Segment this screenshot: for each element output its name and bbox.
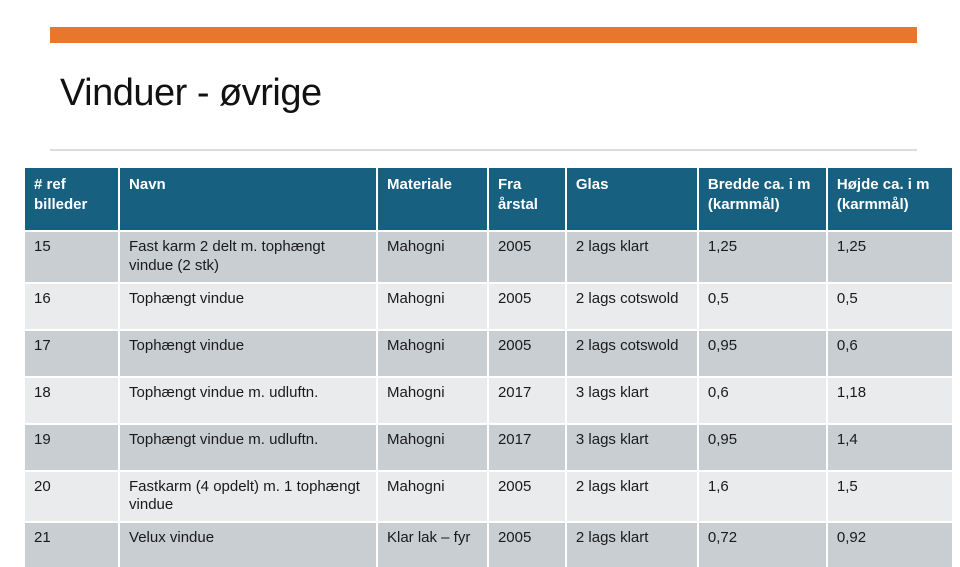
table-cell: Mahogni — [377, 424, 489, 472]
table-cell: 1,25 — [827, 232, 952, 284]
table-cell: 20 — [25, 471, 121, 523]
table-header-row: # ref billeder Navn Materiale Fra årstal Gla… — [25, 168, 952, 232]
table-cell: Mahogni — [377, 330, 489, 378]
table-cell: 0,92 — [827, 523, 952, 567]
table-cell: 2 lags cotswold — [566, 330, 699, 378]
column-header: Højde ca. i m (karmmål) — [827, 168, 952, 232]
column-header: Navn — [120, 168, 378, 232]
accent-bar — [50, 27, 917, 43]
table-row: 18 Tophængt vindue m. udluftn. Mahogni 2017… — [25, 377, 952, 425]
table-cell: Mahogni — [377, 377, 489, 425]
table-cell: Mahogni — [377, 232, 489, 284]
table-cell: 0,6 — [827, 330, 952, 378]
table-cell: 2005 — [488, 283, 567, 331]
table-cell: 2 lags klart — [566, 232, 699, 284]
column-header: Glas — [566, 168, 699, 232]
table-cell: 0,95 — [698, 330, 828, 378]
table-row: 17 Tophængt vindue Mahogni 2005 2 lags cotsw… — [25, 330, 952, 378]
slide-title: Vinduer - øvrige — [60, 72, 322, 114]
table-cell: Tophængt vindue m. udluftn. — [120, 377, 378, 425]
windows-table: # ref billeder Navn Materiale Fra årstal Gla… — [25, 168, 952, 567]
column-header: Materiale — [377, 168, 489, 232]
table-cell: 2 lags klart — [566, 523, 699, 567]
table-cell: Mahogni — [377, 283, 489, 331]
table-cell: 2005 — [488, 523, 567, 567]
table-cell: Fast karm 2 delt m. tophængt vindue (2 s… — [120, 232, 378, 284]
column-header: # ref billeder — [25, 168, 121, 232]
table-cell: 2017 — [488, 377, 567, 425]
table-cell: Tophængt vindue — [120, 330, 378, 378]
table-cell: 0,5 — [827, 283, 952, 331]
table-cell: Klar lak – fyr — [377, 523, 489, 567]
table-row: 16 Tophængt vindue Mahogni 2005 2 lags cotsw… — [25, 283, 952, 331]
table-cell: 3 lags klart — [566, 377, 699, 425]
table-row: 19 Tophængt vindue m. udluftn. Mahogni 2017… — [25, 424, 952, 472]
table-cell: 1,18 — [827, 377, 952, 425]
table-cell: 1,25 — [698, 232, 828, 284]
table-cell: 2005 — [488, 471, 567, 523]
table-cell: 19 — [25, 424, 121, 472]
table-cell: 17 — [25, 330, 121, 378]
title-divider — [50, 149, 917, 151]
table-cell: Velux vindue — [120, 523, 378, 567]
table-cell: 15 — [25, 232, 121, 284]
table-cell: 2017 — [488, 424, 567, 472]
table-cell: Tophængt vindue m. udluftn. — [120, 424, 378, 472]
table-row: 15 Fast karm 2 delt m. tophængt vindue (2… — [25, 232, 952, 284]
table-cell: 0,6 — [698, 377, 828, 425]
table-cell: 0,72 — [698, 523, 828, 567]
table-cell: Fastkarm (4 opdelt) m. 1 tophængt vindue — [120, 471, 378, 523]
windows-table-container: # ref billeder Navn Materiale Fra årstal Gla… — [25, 168, 952, 567]
table-row: 21 Velux vindue Klar lak – fyr 2005 2 lags k… — [25, 523, 952, 567]
table-cell: 18 — [25, 377, 121, 425]
table-cell: Mahogni — [377, 471, 489, 523]
table-cell: 2 lags cotswold — [566, 283, 699, 331]
column-header: Bredde ca. i m (karmmål) — [698, 168, 828, 232]
table-cell: 21 — [25, 523, 121, 567]
table-cell: 1,5 — [827, 471, 952, 523]
table-cell: 1,6 — [698, 471, 828, 523]
table-cell: 0,5 — [698, 283, 828, 331]
column-header: Fra årstal — [488, 168, 567, 232]
table-cell: Tophængt vindue — [120, 283, 378, 331]
table-cell: 1,4 — [827, 424, 952, 472]
table-cell: 2005 — [488, 232, 567, 284]
table-cell: 0,95 — [698, 424, 828, 472]
table-row: 20 Fastkarm (4 opdelt) m. 1 tophængt vind… — [25, 471, 952, 523]
table-cell: 2005 — [488, 330, 567, 378]
table-cell: 16 — [25, 283, 121, 331]
table-cell: 2 lags klart — [566, 471, 699, 523]
table-cell: 3 lags klart — [566, 424, 699, 472]
